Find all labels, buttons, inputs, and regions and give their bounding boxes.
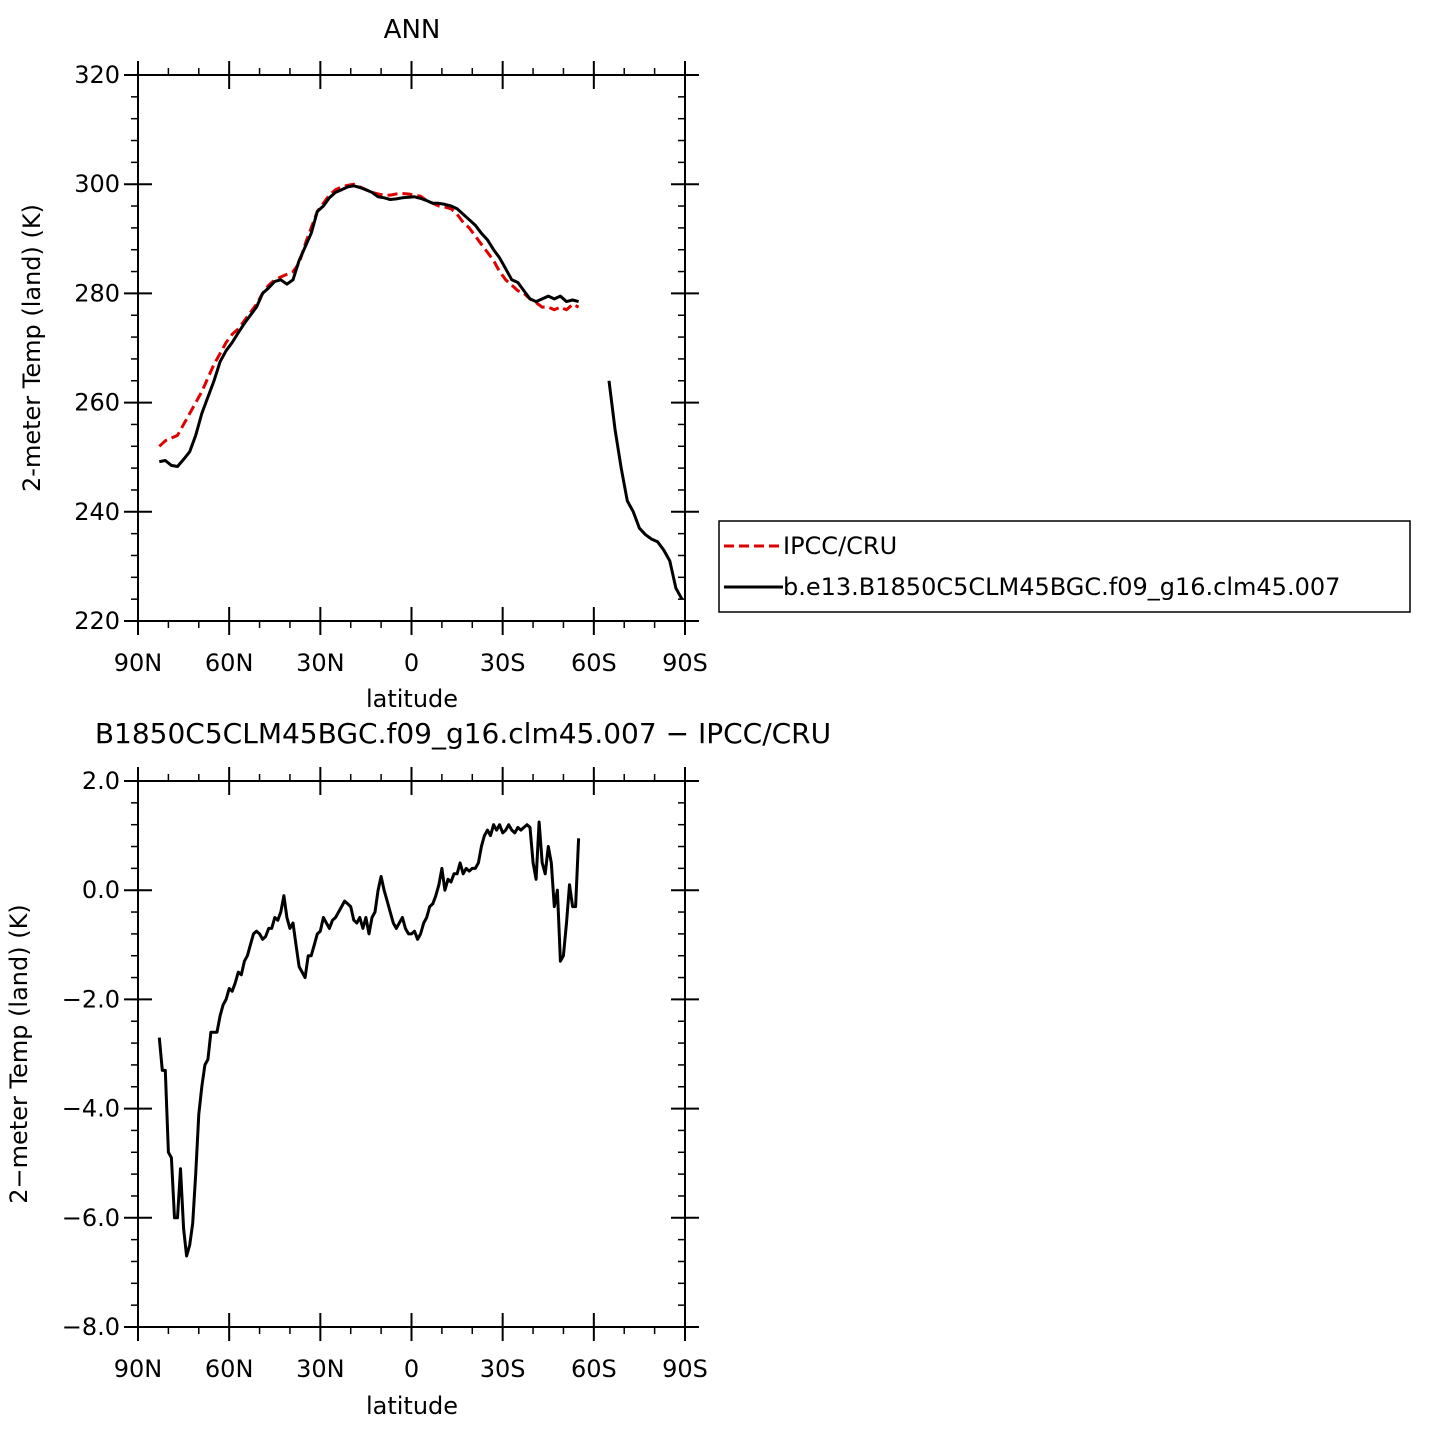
x-tick-label: 0 [404, 649, 419, 677]
x-tick-label: 60S [571, 649, 617, 677]
y-tick-label: 280 [74, 279, 120, 307]
legend-label-ipcc: IPCC/CRU [783, 532, 897, 560]
plot-frame [137, 74, 686, 622]
x-tick-label: 90S [662, 649, 708, 677]
y-axis-label: 2−meter Temp (land) (K) [5, 904, 33, 1203]
x-tick-label: 60N [205, 1355, 254, 1383]
x-tick-label: 30S [480, 649, 526, 677]
temperature-panel: ANN 2-meter Temp (land) (K) latitude 220… [18, 15, 1411, 713]
y-tick-label: 220 [74, 607, 120, 635]
x-tick-label: 90N [114, 649, 163, 677]
y-tick-label: 0.0 [82, 876, 120, 904]
legend-box [718, 520, 1411, 613]
legend: IPCC/CRU b.e13.B1850C5CLM45BGC.f09_g16.c… [718, 520, 1411, 613]
difference-panel: B1850C5CLM45BGC.f09_g16.clm45.007 − IPCC… [5, 717, 831, 1420]
x-tick-label: 30S [480, 1355, 526, 1383]
y-tick-label: −2.0 [62, 985, 120, 1013]
axis-ticks: 220 240 260 280 300 320 90N 60N 30N 0 30S 60S 90S [74, 61, 708, 677]
plot-lines [157, 820, 581, 1258]
series-line-1 [159, 184, 684, 600]
panel-title: B1850C5CLM45BGC.f09_g16.clm45.007 − IPCC… [95, 717, 831, 750]
axis-ticks: −8.0 −6.0 −4.0 −2.0 0.0 2.0 90N 60N 30N 0 30S 60S 90… [62, 767, 708, 1383]
series-line-0 [157, 820, 581, 1258]
x-tick-label: 60N [205, 649, 254, 677]
plot-frame [137, 780, 686, 1328]
y-tick-label: 300 [74, 170, 120, 198]
series-line-0 [158, 182, 580, 448]
x-axis-label: latitude [366, 1392, 458, 1420]
y-tick-label: −4.0 [62, 1095, 120, 1123]
y-tick-label: 2.0 [82, 767, 120, 795]
x-tick-label: 30N [296, 649, 345, 677]
y-tick-label: −8.0 [62, 1313, 120, 1341]
plot-lines [158, 182, 684, 600]
x-tick-label: 90N [114, 1355, 163, 1383]
legend-label-model: b.e13.B1850C5CLM45BGC.f09_g16.clm45.007 [783, 573, 1340, 601]
y-tick-label: 240 [74, 498, 120, 526]
x-tick-label: 0 [404, 1355, 419, 1383]
y-axis-label: 2-meter Temp (land) (K) [18, 204, 46, 492]
x-tick-label: 30N [296, 1355, 345, 1383]
x-axis-label: latitude [366, 685, 458, 713]
y-tick-label: −6.0 [62, 1204, 120, 1232]
y-tick-label: 320 [74, 61, 120, 89]
y-tick-label: 260 [74, 389, 120, 417]
panel-title: ANN [384, 15, 441, 45]
x-tick-label: 90S [662, 1355, 708, 1383]
x-tick-label: 60S [571, 1355, 617, 1383]
